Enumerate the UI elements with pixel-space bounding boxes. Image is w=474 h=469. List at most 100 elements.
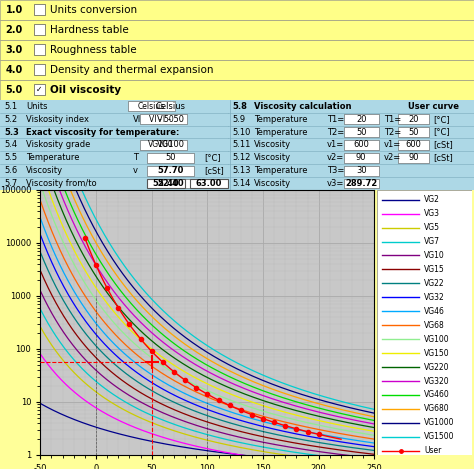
Bar (147, 166, 194, 175)
Text: VI - 50: VI - 50 (149, 115, 173, 124)
Text: Viscosity: Viscosity (254, 140, 291, 150)
Text: 5.13: 5.13 (232, 166, 251, 175)
Text: VG2: VG2 (424, 195, 440, 204)
Text: VG680: VG680 (424, 404, 450, 413)
Text: Density and thermal expansion: Density and thermal expansion (50, 65, 213, 75)
Bar (398, 127, 429, 137)
Text: 600: 600 (405, 140, 421, 150)
Text: Temperature: Temperature (254, 115, 307, 124)
Text: VG320: VG320 (424, 377, 450, 386)
Text: 4.0: 4.0 (6, 65, 23, 75)
Text: 5.14: 5.14 (232, 179, 251, 188)
Text: 3.0: 3.0 (6, 45, 23, 55)
Text: Viscosity: Viscosity (26, 166, 63, 175)
Text: Viscosity from/to: Viscosity from/to (26, 179, 97, 188)
Bar (147, 179, 194, 189)
Text: Exact viscosity for temperature:: Exact viscosity for temperature: (26, 128, 180, 136)
Text: 57.70: 57.70 (157, 166, 184, 175)
Text: 2.0: 2.0 (6, 25, 23, 35)
Text: 30: 30 (356, 166, 366, 175)
Text: ✓: ✓ (36, 85, 43, 94)
Text: [°C]: [°C] (434, 115, 450, 124)
Text: Viscosity calculation: Viscosity calculation (254, 102, 351, 111)
Bar (34, 5, 45, 15)
Text: v2=: v2= (327, 153, 344, 162)
Text: Temperature: Temperature (26, 153, 80, 162)
Bar (344, 153, 379, 163)
Text: 5.4: 5.4 (5, 140, 18, 150)
Text: VG68: VG68 (424, 321, 445, 330)
Bar (128, 101, 175, 111)
Text: VG460: VG460 (424, 391, 450, 400)
Bar (398, 140, 429, 150)
Bar (344, 127, 379, 137)
Bar (34, 84, 45, 95)
Text: 50: 50 (356, 128, 366, 136)
Bar (344, 166, 379, 175)
Text: 5.10: 5.10 (232, 128, 251, 136)
Text: Hardness table: Hardness table (50, 25, 128, 35)
Text: 20: 20 (356, 115, 366, 124)
Bar (34, 64, 45, 76)
Text: 600: 600 (353, 140, 369, 150)
Text: T1=: T1= (327, 115, 344, 124)
Text: VG100: VG100 (156, 140, 185, 150)
Text: 5.6: 5.6 (5, 166, 18, 175)
Text: [cSt]: [cSt] (204, 166, 224, 175)
Bar (0, 0, 474, 20)
Text: 90: 90 (408, 153, 419, 162)
Text: User: User (424, 446, 442, 455)
Text: Temperature: Temperature (254, 166, 307, 175)
Text: [cSt]: [cSt] (434, 153, 454, 162)
Text: 63.00: 63.00 (195, 179, 222, 188)
Text: VI - 50: VI - 50 (157, 115, 184, 124)
Text: 5.0: 5.0 (6, 85, 23, 95)
Text: T3=: T3= (327, 166, 345, 175)
Text: 5.3: 5.3 (5, 128, 19, 136)
Text: 1.0: 1.0 (6, 5, 23, 15)
Text: [°C]: [°C] (434, 128, 450, 136)
Text: VG1000: VG1000 (424, 418, 455, 427)
Text: v1=: v1= (327, 140, 344, 150)
Text: Units: Units (26, 102, 47, 111)
Text: 90: 90 (356, 153, 366, 162)
Text: v1=: v1= (384, 140, 401, 150)
Text: Temperature: Temperature (254, 128, 307, 136)
Text: 5.11: 5.11 (232, 140, 251, 150)
Bar (34, 45, 45, 55)
Text: Celsius: Celsius (155, 102, 186, 111)
Text: 5.7: 5.7 (5, 179, 18, 188)
Bar (344, 114, 379, 124)
Text: v2=: v2= (384, 153, 401, 162)
Text: 5.5: 5.5 (5, 153, 18, 162)
Text: T2=: T2= (384, 128, 401, 136)
Bar (147, 179, 185, 189)
Text: 289.72: 289.72 (345, 179, 377, 188)
Text: T1=: T1= (384, 115, 401, 124)
Text: 5.2: 5.2 (5, 115, 18, 124)
Text: VG100: VG100 (424, 335, 450, 344)
Bar (398, 153, 429, 163)
Bar (398, 114, 429, 124)
Text: VG5: VG5 (424, 223, 440, 232)
Text: VG7: VG7 (424, 237, 440, 246)
Text: 50: 50 (165, 153, 176, 162)
Text: VG32: VG32 (424, 293, 445, 302)
Text: T: T (133, 153, 138, 162)
Text: T2=: T2= (327, 128, 344, 136)
Text: [°C]: [°C] (204, 153, 220, 162)
Text: [cSt]: [cSt] (434, 140, 454, 150)
Bar (0, 60, 474, 80)
Text: VI: VI (133, 115, 141, 124)
Text: VG220: VG220 (424, 363, 450, 371)
Bar (140, 114, 187, 124)
Text: 52.40: 52.40 (153, 179, 179, 188)
Text: 5.12: 5.12 (232, 153, 251, 162)
Text: Viscosity: Viscosity (254, 179, 291, 188)
Text: Viskosity index: Viskosity index (26, 115, 89, 124)
Text: v3=: v3= (327, 179, 345, 188)
Text: VG46: VG46 (424, 307, 445, 316)
Bar (147, 153, 194, 163)
Text: 52.40: 52.40 (157, 179, 184, 188)
Bar (34, 24, 45, 36)
